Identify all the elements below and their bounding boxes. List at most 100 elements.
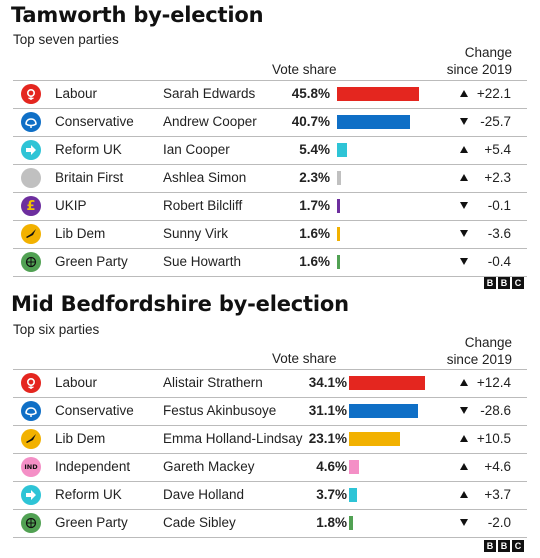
candidate-name: Robert Bilcliff	[163, 198, 243, 213]
tamworth-section: Tamworth by-election Top seven parties V…	[11, 3, 527, 289]
vote-share-label: 1.6%	[299, 254, 330, 269]
change-value: -3.6	[487, 226, 511, 241]
party-name: UKIP	[55, 198, 87, 213]
party-name: Labour	[55, 86, 98, 101]
change-value: +3.7	[484, 487, 511, 502]
arrow-up-icon	[460, 463, 468, 470]
arrow-down-icon	[460, 519, 468, 526]
candidate-name: Sunny Virk	[163, 226, 229, 241]
mid-bedfordshire-section: Mid Bedfordshire by-election Top six par…	[0, 290, 540, 558]
table-row: Lib Dem Emma Holland-Lindsay 23.1% +10.5	[13, 426, 527, 454]
vote-share-bar	[337, 171, 342, 185]
bbc-logo-letter: B	[484, 277, 496, 289]
change-header-line2: since 2019	[446, 352, 512, 367]
bbc-logo: B B C	[484, 277, 524, 289]
arrow-down-icon	[460, 258, 468, 265]
table-row: Britain First Ashlea Simon 2.3% +2.3	[13, 165, 527, 193]
britain-first-icon	[21, 168, 41, 188]
chart-subtitle: Top six parties	[13, 322, 100, 337]
vote-share-bar	[337, 143, 347, 157]
arrow-down-icon	[460, 118, 468, 125]
change-value: +22.1	[476, 86, 511, 101]
table-row: Labour Sarah Edwards 45.8% +22.1	[13, 81, 527, 109]
candidate-name: Sarah Edwards	[163, 86, 256, 101]
independent-icon: IND	[21, 457, 41, 477]
candidate-name: Ian Cooper	[163, 142, 230, 157]
conservative-tree-icon	[21, 112, 41, 132]
arrow-up-icon	[460, 146, 468, 153]
change-value: -2.0	[487, 515, 511, 530]
vote-share-bar	[337, 227, 340, 241]
change-value: +2.3	[484, 170, 511, 185]
vote-share-label: 2.3%	[299, 170, 330, 185]
change-value: -0.4	[487, 254, 511, 269]
labour-rose-icon	[21, 373, 41, 393]
change-value: +5.4	[484, 142, 511, 157]
libdem-bird-icon	[21, 224, 41, 244]
vote-share-label: 34.1%	[308, 375, 347, 390]
vote-share-label: 40.7%	[291, 114, 330, 129]
vote-share-label: 4.6%	[316, 459, 347, 474]
reform-arrow-icon	[21, 140, 41, 160]
candidate-name: Ashlea Simon	[163, 170, 247, 185]
vote-share-bar	[337, 115, 410, 129]
vote-share-label: 5.4%	[299, 142, 330, 157]
green-globe-icon	[21, 513, 41, 533]
libdem-bird-icon	[21, 429, 41, 449]
party-name: Independent	[55, 459, 131, 474]
change-header-line1: Change	[464, 45, 512, 60]
conservative-tree-icon	[21, 401, 41, 421]
candidate-name: Andrew Cooper	[163, 114, 257, 129]
party-name: Labour	[55, 375, 98, 390]
vote-share-bar	[337, 255, 340, 269]
change-value: -25.7	[480, 114, 511, 129]
candidate-name: Gareth Mackey	[163, 459, 255, 474]
vote-share-label: 1.7%	[299, 198, 330, 213]
candidate-name: Emma Holland-Lindsay	[163, 431, 303, 446]
candidate-name: Alistair Strathern	[163, 375, 263, 390]
arrow-up-icon	[460, 379, 468, 386]
results-table: Labour Alistair Strathern 34.1% +12.4 Conser…	[13, 369, 527, 538]
change-header: Change since 2019	[447, 44, 512, 78]
bbc-logo-letter: B	[498, 540, 510, 552]
party-name: Reform UK	[55, 487, 122, 502]
bbc-logo-letter: B	[484, 540, 496, 552]
party-name: Conservative	[55, 114, 134, 129]
vote-share-label: 1.8%	[316, 515, 347, 530]
vote-share-bar	[349, 432, 401, 446]
arrow-up-icon	[460, 491, 468, 498]
vote-share-label: 3.7%	[316, 487, 347, 502]
party-name: Reform UK	[55, 142, 122, 157]
arrow-down-icon	[460, 202, 468, 209]
party-name: Lib Dem	[55, 431, 106, 446]
table-row: Reform UK Ian Cooper 5.4% +5.4	[13, 137, 527, 165]
arrow-up-icon	[460, 435, 468, 442]
table-row: Lib Dem Sunny Virk 1.6% -3.6	[13, 221, 527, 249]
vote-share-label: 45.8%	[291, 86, 330, 101]
chart-title: Tamworth by-election	[11, 3, 264, 27]
ukip-pound-icon: £	[21, 196, 41, 216]
arrow-up-icon	[460, 90, 468, 97]
vote-share-header: Vote share	[272, 351, 337, 366]
vote-share-bar	[349, 404, 419, 418]
bbc-logo: B B C	[484, 540, 524, 552]
party-name: Britain First	[55, 170, 124, 185]
reform-arrow-icon	[21, 485, 41, 505]
party-name: Green Party	[55, 515, 128, 530]
change-value: -0.1	[487, 198, 511, 213]
vote-share-bar	[349, 516, 353, 530]
party-name: Lib Dem	[55, 226, 106, 241]
change-value: -28.6	[480, 403, 511, 418]
vote-share-bar	[337, 199, 341, 213]
arrow-down-icon	[460, 407, 468, 414]
vote-share-bar	[349, 376, 425, 390]
candidate-name: Cade Sibley	[163, 515, 236, 530]
bbc-logo-letter: C	[512, 277, 524, 289]
change-value: +10.5	[476, 431, 511, 446]
labour-rose-icon	[21, 84, 41, 104]
party-name: Conservative	[55, 403, 134, 418]
vote-share-label: 1.6%	[299, 226, 330, 241]
table-row: Green Party Sue Howarth 1.6% -0.4	[13, 249, 527, 277]
vote-share-bar	[349, 488, 358, 502]
change-value: +4.6	[484, 459, 511, 474]
